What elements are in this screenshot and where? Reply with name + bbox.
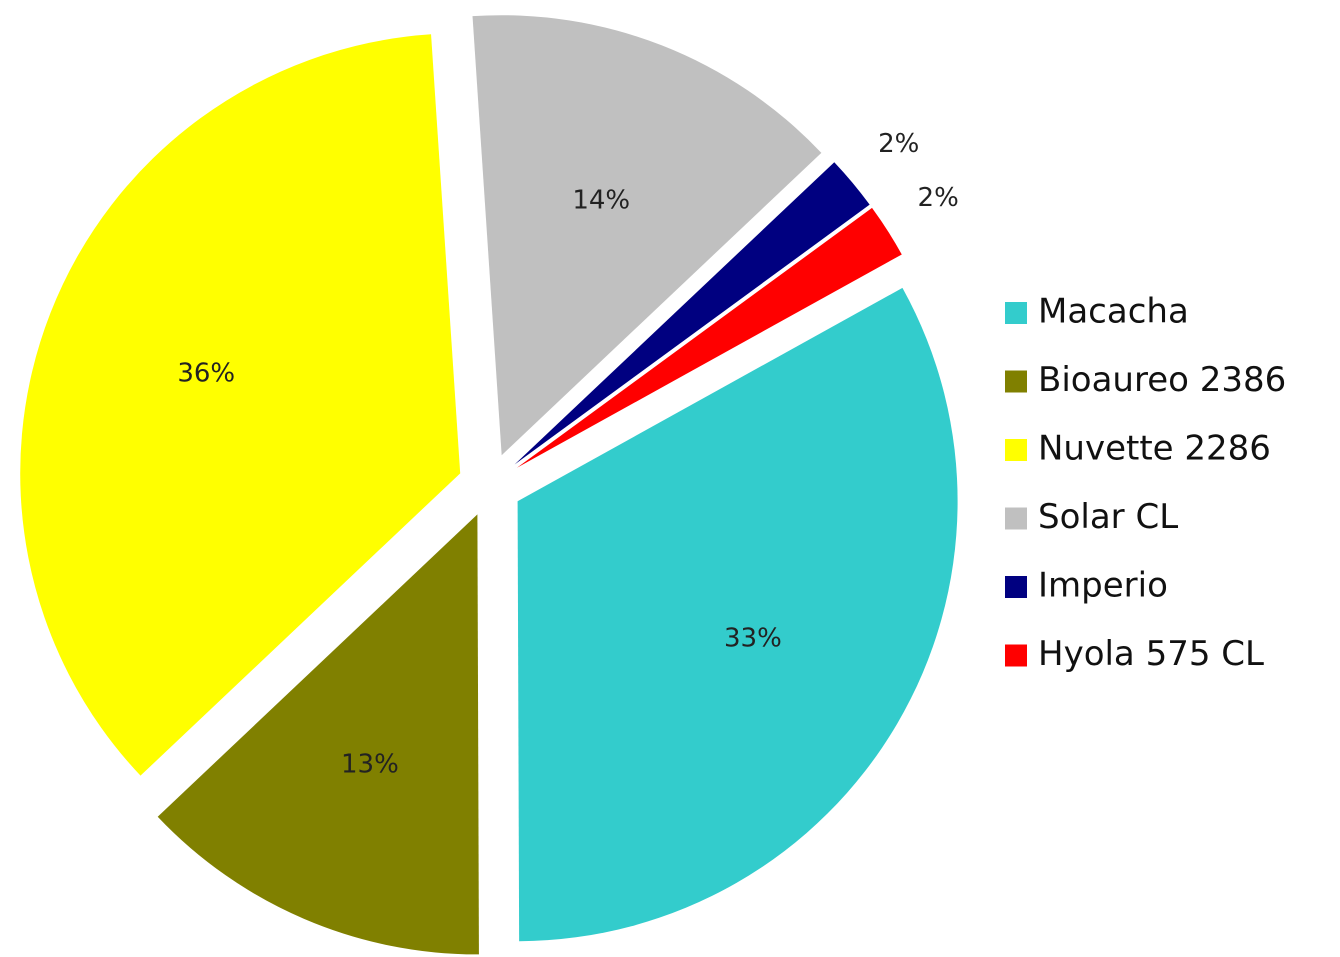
pie-slice xyxy=(514,162,870,465)
slice-label: 13% xyxy=(341,750,399,780)
legend-swatch xyxy=(1005,644,1027,667)
legend-label: Hyola 575 CL xyxy=(1038,634,1264,674)
slice-label: 33% xyxy=(724,624,782,654)
legend-swatch xyxy=(1005,507,1027,530)
pie-slice xyxy=(157,514,479,955)
legend-swatch xyxy=(1005,302,1027,324)
legend-label: Macacha xyxy=(1038,292,1189,332)
legend-swatch xyxy=(1005,576,1027,598)
legend-swatch xyxy=(1005,439,1027,461)
legend-label: Solar CL xyxy=(1038,497,1178,537)
slice-label: 36% xyxy=(177,358,235,388)
legend-label: Nuvette 2286 xyxy=(1038,429,1271,469)
legend-label: Bioaureo 2386 xyxy=(1038,360,1286,400)
slice-label: 2% xyxy=(918,183,959,213)
legend-swatch xyxy=(1005,370,1027,393)
slice-label: 14% xyxy=(572,186,630,216)
pie-slice xyxy=(516,207,902,468)
pie-slice xyxy=(517,287,958,942)
pie-slice xyxy=(472,15,822,456)
legend-label: Imperio xyxy=(1038,566,1168,606)
slice-label: 2% xyxy=(878,129,919,159)
pie-slice xyxy=(20,34,461,776)
